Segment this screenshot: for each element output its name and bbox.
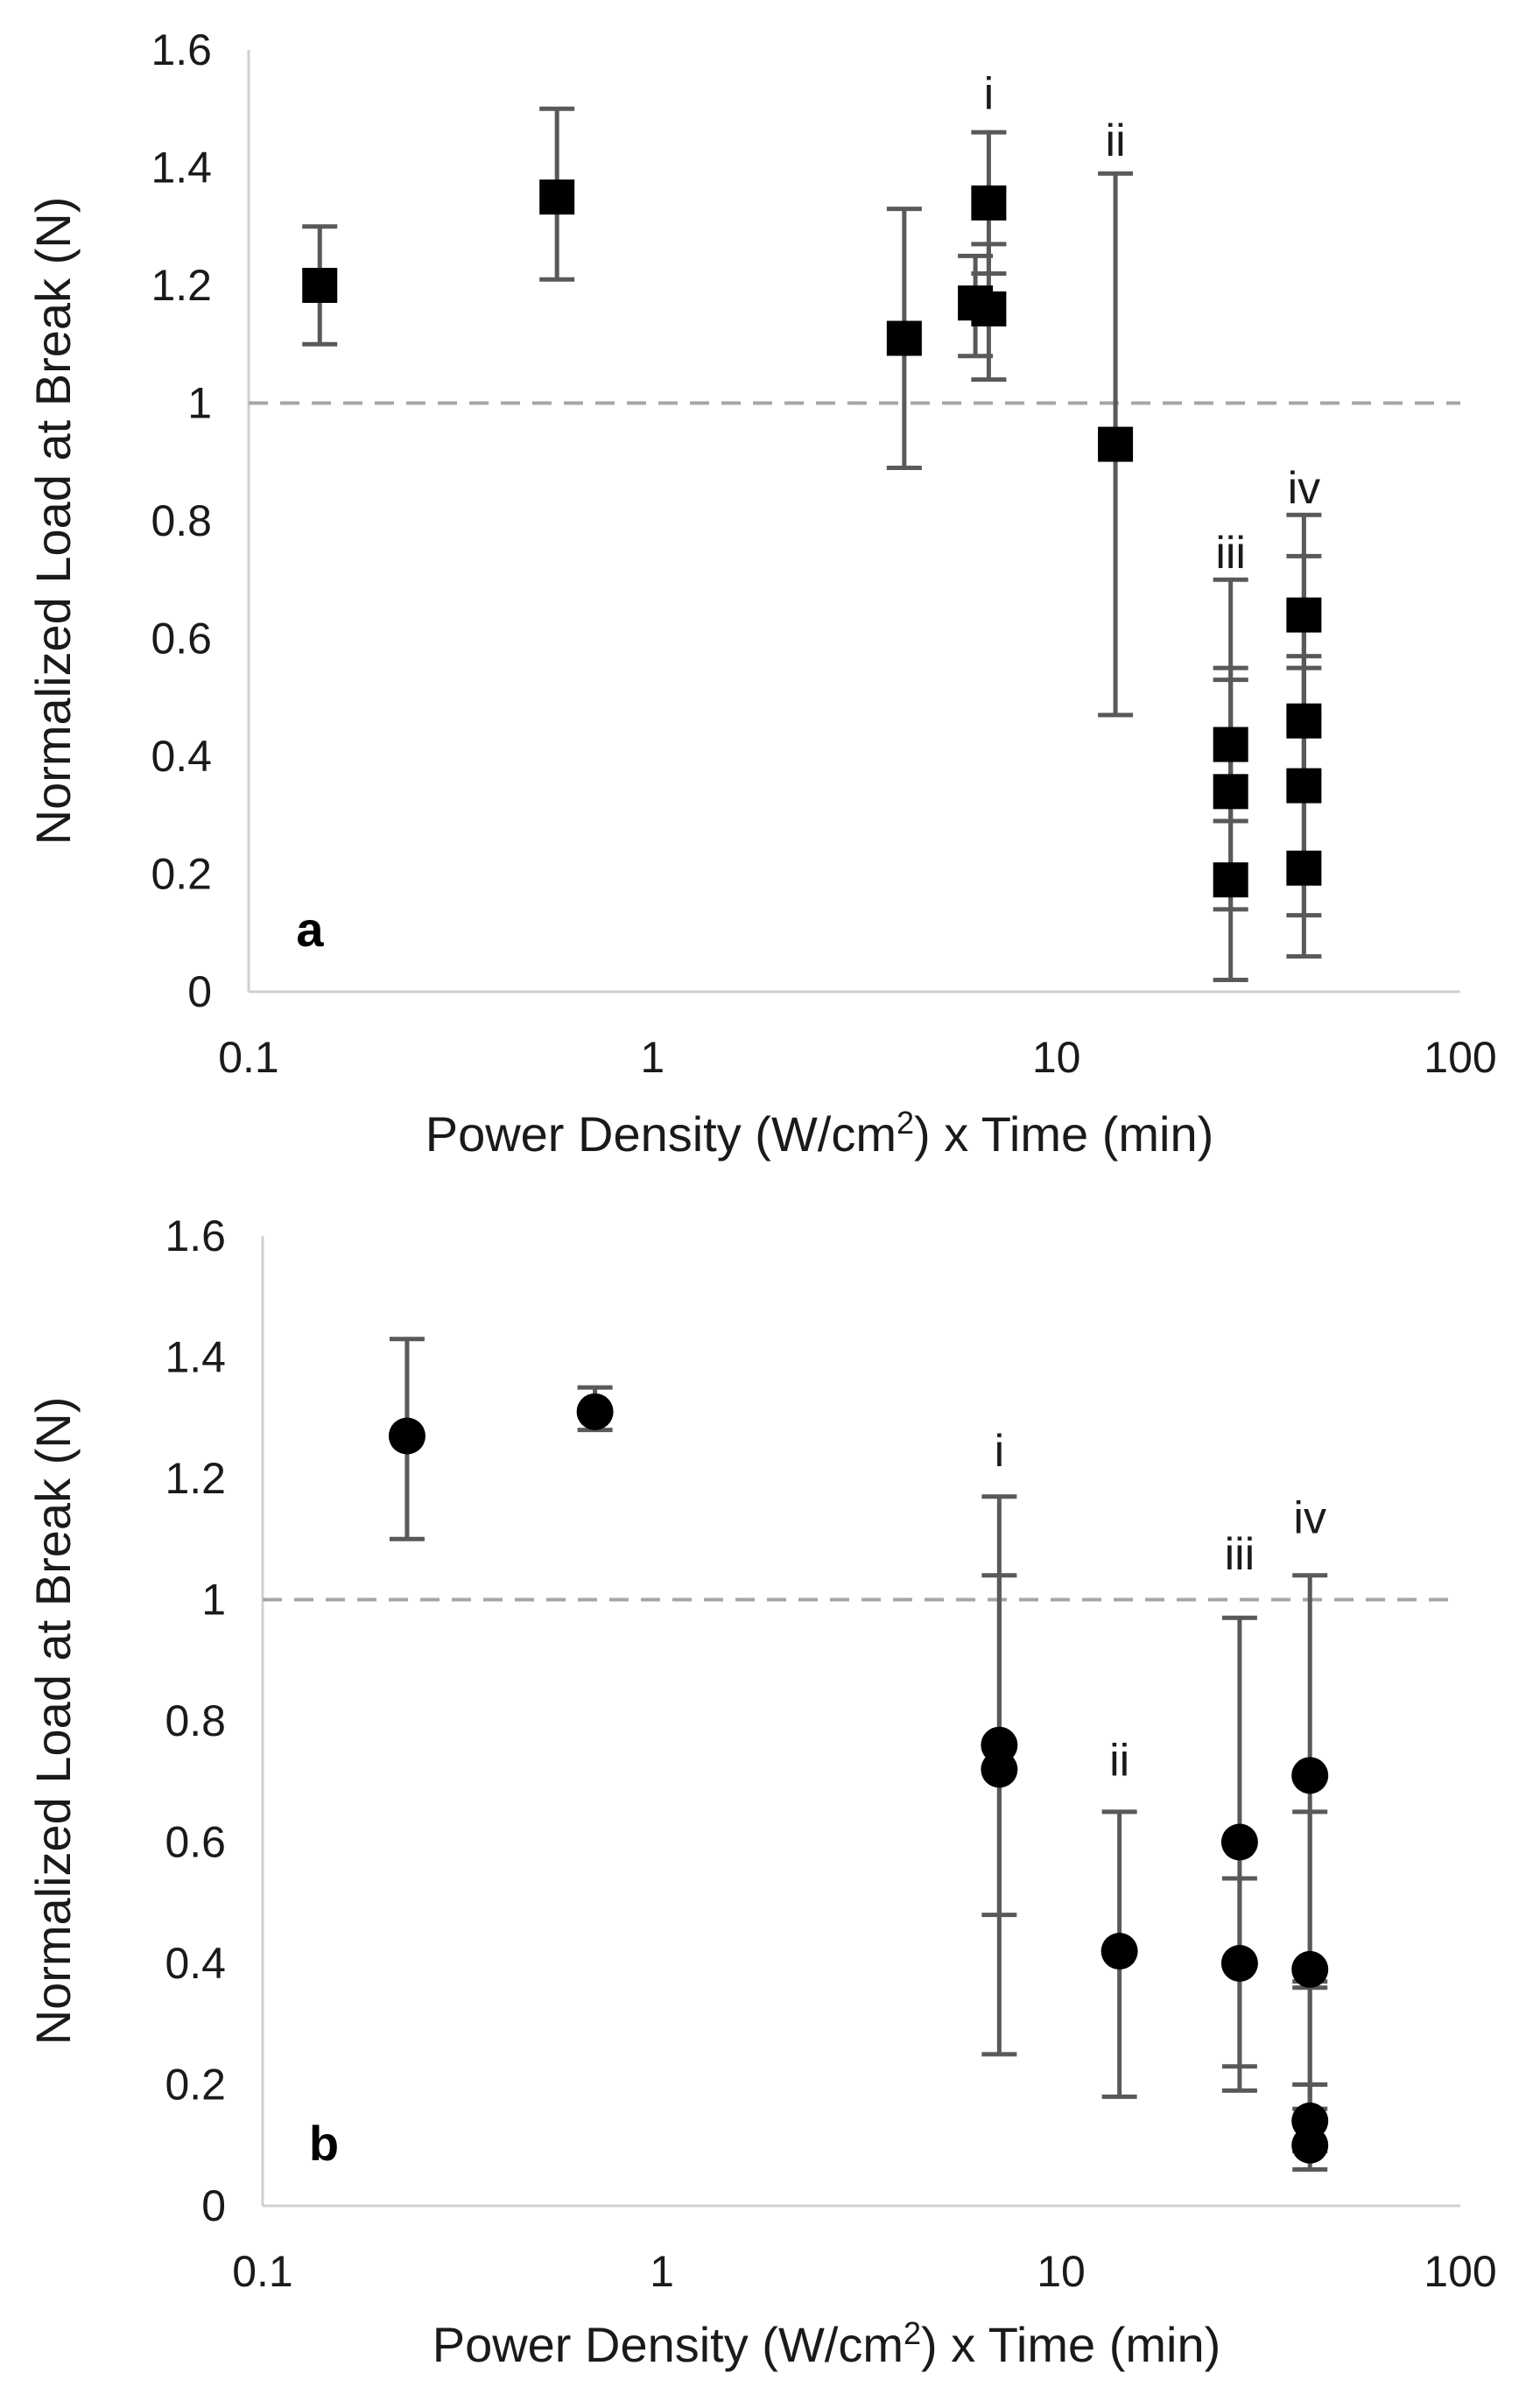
data-point-square — [1286, 768, 1322, 804]
data-point-circle — [388, 1417, 425, 1455]
y-tick-label: 1.6 — [151, 25, 212, 74]
x-axis-title-superscript: 2 — [897, 1105, 914, 1141]
y-tick-label: 1.2 — [165, 1454, 226, 1503]
x-tick-label: 0.1 — [232, 2247, 293, 2296]
data-point-circle — [1220, 1823, 1258, 1861]
x-axis-title-superscript: 2 — [904, 2315, 921, 2351]
annotation-label: iv — [1288, 463, 1321, 514]
annotation-label: iv — [1293, 1492, 1326, 1543]
panel-label: b — [309, 2116, 339, 2171]
x-axis-title-part: Power Density (W/cm — [425, 1106, 897, 1162]
annotation-label: ii — [1109, 1735, 1129, 1786]
annotation-label: i — [995, 1426, 1005, 1477]
data-point-square — [971, 185, 1007, 221]
error-bar — [1221, 1876, 1257, 2093]
annotation-label: i — [984, 68, 995, 119]
data-point-square — [971, 291, 1007, 326]
y-tick-label: 0.2 — [151, 850, 212, 899]
data-point-circle — [1101, 1933, 1138, 1970]
data-point-square — [1213, 727, 1248, 762]
data-point-square — [1286, 703, 1322, 739]
x-axis-title-part: ) x Time (min) — [914, 1106, 1213, 1162]
y-axis-title: Normalized Load at Break (N) — [25, 197, 81, 846]
y-tick-label: 0.2 — [165, 2060, 226, 2110]
data-point-circle — [1291, 2126, 1329, 2164]
x-axis-title-part: ) x Time (min) — [921, 2317, 1220, 2372]
y-tick-label: 0.6 — [151, 614, 212, 663]
y-tick-label: 0 — [187, 967, 212, 1016]
chart-panel-b: 00.20.40.60.811.21.41.60.1 1 10 100iiiiiiiv… — [25, 1211, 1497, 2372]
annotation-label: ii — [1106, 116, 1126, 166]
x-axis-title-part: Power Density (W/cm — [432, 2317, 904, 2372]
y-tick-label: 1.2 — [151, 261, 212, 310]
chart-panel-a: 00.20.40.60.811.21.41.60.1 1 10 100iiiiiiiv… — [25, 25, 1497, 1162]
x-axis-title: Power Density (W/cm2) x Time (min) — [432, 2315, 1221, 2373]
y-tick-label: 0 — [201, 2181, 226, 2230]
y-tick-label: 0.4 — [151, 732, 212, 781]
y-tick-label: 1 — [201, 1576, 226, 1625]
x-tick-label: 100 — [1424, 2247, 1496, 2296]
x-tick-label: 0.1 — [218, 1033, 279, 1082]
y-tick-label: 0.8 — [165, 1696, 226, 1745]
data-point-square — [886, 320, 922, 356]
data-point-square — [1286, 850, 1322, 886]
data-point-square — [1213, 862, 1248, 898]
data-point-square — [1286, 597, 1322, 633]
x-tick-label: 10 — [1037, 2247, 1086, 2296]
y-axis-title: Normalized Load at Break (N) — [25, 1397, 81, 2046]
x-tick-label: 10 — [1032, 1033, 1081, 1082]
x-tick-label: 1 — [640, 1033, 665, 1082]
data-point-square — [539, 179, 575, 215]
annotation-label: iii — [1225, 1529, 1255, 1580]
y-tick-label: 1.6 — [165, 1211, 226, 1260]
y-tick-label: 0.4 — [165, 1939, 226, 1988]
x-tick-label: 1 — [650, 2247, 674, 2296]
data-point-circle — [981, 1751, 1018, 1788]
data-point-circle — [576, 1393, 614, 1430]
data-point-square — [1098, 426, 1134, 462]
y-tick-label: 0.8 — [151, 496, 212, 545]
y-tick-label: 1.4 — [151, 144, 212, 193]
data-point-circle — [1291, 1950, 1329, 1988]
y-tick-label: 1.4 — [165, 1333, 226, 1382]
y-tick-label: 0.6 — [165, 1818, 226, 1867]
x-tick-label: 100 — [1424, 1033, 1496, 1082]
annotation-label: iii — [1215, 528, 1246, 579]
data-point-circle — [1220, 1945, 1258, 1982]
panel-label: a — [296, 902, 324, 957]
y-tick-label: 1 — [187, 379, 212, 428]
data-point-square — [1213, 774, 1248, 810]
data-point-square — [302, 268, 338, 303]
x-axis-title: Power Density (W/cm2) x Time (min) — [425, 1105, 1214, 1162]
data-point-circle — [1291, 1757, 1329, 1794]
